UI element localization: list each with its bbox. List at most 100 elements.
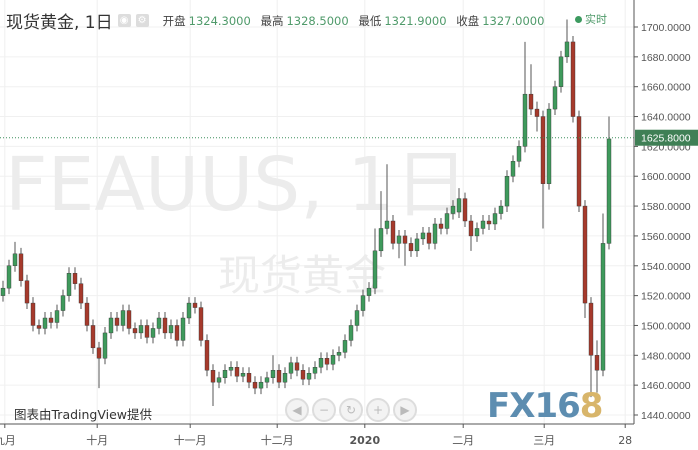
candle-down [324,358,330,365]
y-tick-label: 1700.0000 [641,22,691,34]
candle-up [348,325,354,341]
candle-up [372,250,378,289]
candle-down [114,317,120,326]
y-tick-label: 1680.0000 [641,52,691,64]
candle-up [420,232,426,240]
candle-up [288,362,294,374]
candle-down [276,370,282,383]
candle-up [546,108,552,184]
candle-up [558,56,564,87]
candle-up [414,238,420,252]
candle-down [192,302,198,308]
candle-down [78,283,84,304]
reset-icon[interactable]: ↻ [339,398,363,422]
candle-up [480,220,486,229]
candle-down [582,205,588,304]
candle-up [66,273,72,296]
open-value: 1324.3000 [188,13,251,28]
candle-up [450,205,456,214]
chart-title: 现货黄金, 1日 [6,13,113,33]
candle-down [24,280,30,304]
chevron-left-icon[interactable]: ◀ [285,398,309,422]
grid [0,0,634,424]
candle-up [6,265,12,289]
candle-down [408,243,414,252]
candle-up [102,332,108,359]
candle-down [174,325,180,341]
candle-up [108,317,114,334]
candle-up [120,310,126,326]
candle-up [12,253,18,266]
open-label: 开盘 [162,13,186,28]
fx168-logo: FX168 [487,386,604,426]
candle-down [30,302,36,326]
plus-icon[interactable]: + [366,398,390,422]
high-value: 1328.5000 [286,13,349,28]
y-tick-label: 1660.0000 [641,82,691,94]
candle-up [228,367,234,371]
y-tick-label: 1580.0000 [641,201,691,213]
candle-down [540,116,546,184]
candle-up [516,146,522,162]
candle-down [72,273,78,284]
candle-up [216,377,222,383]
candle-up [60,295,66,311]
candle-down [402,235,408,244]
y-tick-label: 1500.0000 [641,320,691,332]
candle-up [606,138,612,244]
candle-up [240,373,246,377]
candle-up [600,243,606,371]
candle-up [282,373,288,383]
candle-up [54,310,60,323]
x-tick-label: 28 [618,434,632,447]
low-value: 1321.9000 [384,13,447,28]
candle-down [294,362,300,371]
candle-up [498,205,504,214]
tradingview-credit[interactable]: 图表由TradingView提供 [14,407,153,422]
candle-up [366,287,372,296]
candle-up [264,377,270,383]
live-label: 实时 [585,13,607,26]
candle-up [384,220,390,229]
high-label: 最高 [260,13,284,28]
candle-down [426,232,432,244]
y-tick-label: 1600.0000 [641,171,691,183]
candle-down [126,310,132,329]
current-price-badge [635,129,698,146]
candle-down [486,220,492,225]
current-price-label: 1625.8000 [641,133,691,145]
candle-up [444,213,450,229]
candle-down [36,325,42,329]
candle-down [570,41,576,117]
x-tick-label: 三月 [533,434,555,447]
low-label: 最低 [358,13,382,28]
chart-navigation: ◀ − ↻ + ▶ [285,398,417,422]
candle-down [252,381,258,389]
eye-icon[interactable]: ◉ [117,14,131,27]
candle-down [462,198,468,222]
candle-down [234,367,240,377]
live-dot-icon [575,16,582,23]
candle-down [18,253,24,281]
candle-down [132,328,138,334]
chevron-right-icon[interactable]: ▶ [393,398,417,422]
y-tick-label: 1460.0000 [641,380,691,392]
minus-icon[interactable]: − [312,398,336,422]
gear-icon[interactable]: ⚙ [135,14,149,27]
watermark-symbol: FEAUUS, 1日 [5,142,468,228]
y-tick-label: 1520.0000 [641,291,691,303]
candle-up [42,317,48,329]
candle-up [150,328,156,338]
candle-up [510,161,516,177]
candles [0,19,612,407]
x-tick-label: 十月 [86,433,108,447]
candle-down [198,307,204,341]
logo-part2: 8 [579,386,604,426]
x-tick-label: 十二月 [261,433,294,447]
candle-up [156,317,162,329]
close-label: 收盘 [456,13,480,28]
candle-down [438,223,444,229]
candle-up [504,176,510,207]
